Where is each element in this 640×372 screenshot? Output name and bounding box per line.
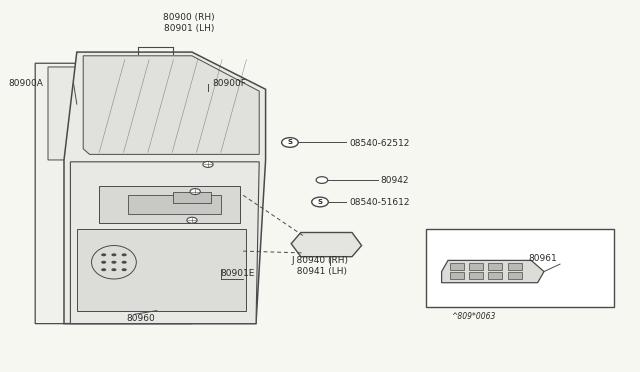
Text: S: S (317, 199, 323, 205)
Polygon shape (77, 229, 246, 311)
Circle shape (316, 177, 328, 183)
Circle shape (101, 268, 106, 271)
Bar (173, 192, 211, 203)
Circle shape (111, 268, 116, 271)
Circle shape (312, 197, 328, 207)
Circle shape (111, 253, 116, 256)
Text: 80961: 80961 (528, 254, 557, 263)
Bar (508, 263, 522, 270)
Bar (508, 272, 522, 279)
Polygon shape (99, 186, 240, 223)
Circle shape (122, 261, 127, 264)
Text: 08540-62512: 08540-62512 (349, 139, 410, 148)
Circle shape (122, 253, 127, 256)
Bar (450, 263, 464, 270)
Polygon shape (442, 260, 544, 283)
Polygon shape (83, 56, 259, 154)
Text: S: S (287, 140, 292, 145)
Text: 08540-51612: 08540-51612 (349, 198, 410, 207)
Bar (469, 263, 483, 270)
Polygon shape (291, 232, 362, 257)
Text: 80900 (RH)
80901 (LH): 80900 (RH) 80901 (LH) (163, 13, 214, 33)
Polygon shape (128, 195, 221, 214)
Polygon shape (35, 63, 192, 324)
Polygon shape (70, 162, 259, 324)
Circle shape (101, 253, 106, 256)
Text: 80942: 80942 (381, 176, 410, 185)
Circle shape (203, 161, 213, 167)
Text: 80900A: 80900A (9, 79, 44, 88)
Polygon shape (48, 67, 179, 160)
Text: 80901E: 80901E (221, 269, 255, 278)
Bar (469, 272, 483, 279)
Bar (426, 229, 614, 307)
Bar (450, 272, 464, 279)
Text: ^809*0063: ^809*0063 (451, 312, 495, 321)
Circle shape (282, 138, 298, 147)
Circle shape (101, 261, 106, 264)
Bar (488, 263, 502, 270)
Text: J 80940 (RH)
  80941 (LH): J 80940 (RH) 80941 (LH) (291, 256, 348, 276)
Bar (488, 272, 502, 279)
Circle shape (190, 189, 200, 195)
Circle shape (187, 217, 197, 223)
Text: 80900F: 80900F (212, 79, 246, 88)
Text: 80960: 80960 (127, 314, 156, 323)
Circle shape (122, 268, 127, 271)
Polygon shape (64, 52, 266, 324)
Circle shape (111, 261, 116, 264)
